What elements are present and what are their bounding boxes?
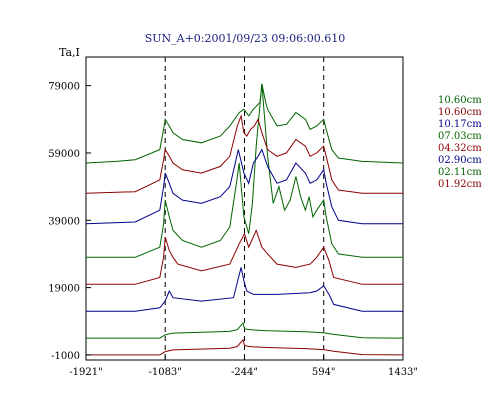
legend: 10.60cm10.60cm10.17cm07.03cm04.32cm02.90… — [438, 95, 482, 190]
series-lines — [85, 83, 404, 356]
legend-item-6: 02.11cm — [438, 167, 482, 178]
reference-lines — [164, 57, 325, 360]
legend-item-4: 04.32cm — [438, 143, 482, 154]
legend-item-2: 10.17cm — [438, 119, 482, 130]
legend-item-7: 01.92cm — [438, 179, 482, 190]
series-line-1 — [86, 321, 404, 339]
x-tick-label-2: -244" — [231, 367, 258, 378]
series-line-7 — [85, 83, 404, 164]
series-line-0 — [86, 338, 404, 356]
y-tick-label-4: -1000 — [51, 351, 80, 362]
chart-title: SUN_A+0:2001/09/23 09:06:00.610 — [145, 32, 346, 45]
series-line-5 — [85, 148, 403, 225]
x-tick-label-1: -1083" — [148, 367, 181, 378]
series-line-3 — [86, 229, 403, 285]
x-tick-label-3: 594" — [312, 367, 336, 378]
y-tick-label-3: 19000 — [48, 284, 80, 295]
x-tick-label-0: -1921" — [69, 367, 102, 378]
y-tick-label-2: 39000 — [48, 216, 80, 227]
y-axis-ticks: 79000 59000 39000 19000 -1000 — [48, 82, 91, 362]
x-tick-label-4: 1433" — [388, 367, 418, 378]
legend-item-1: 10.60cm — [438, 107, 482, 118]
series-line-2 — [86, 267, 403, 312]
y-axis-label: Ta,I — [59, 46, 80, 59]
legend-item-0: 10.60cm — [438, 95, 482, 106]
y-tick-label-1: 59000 — [48, 149, 80, 160]
x-axis-ticks: -1921" -1083" -244" 594" 1433" — [69, 356, 418, 378]
y-tick-label-0: 79000 — [48, 82, 80, 93]
legend-item-3: 07.03cm — [438, 131, 482, 142]
legend-item-5: 02.90cm — [438, 155, 482, 166]
series-line-6 — [85, 113, 403, 194]
